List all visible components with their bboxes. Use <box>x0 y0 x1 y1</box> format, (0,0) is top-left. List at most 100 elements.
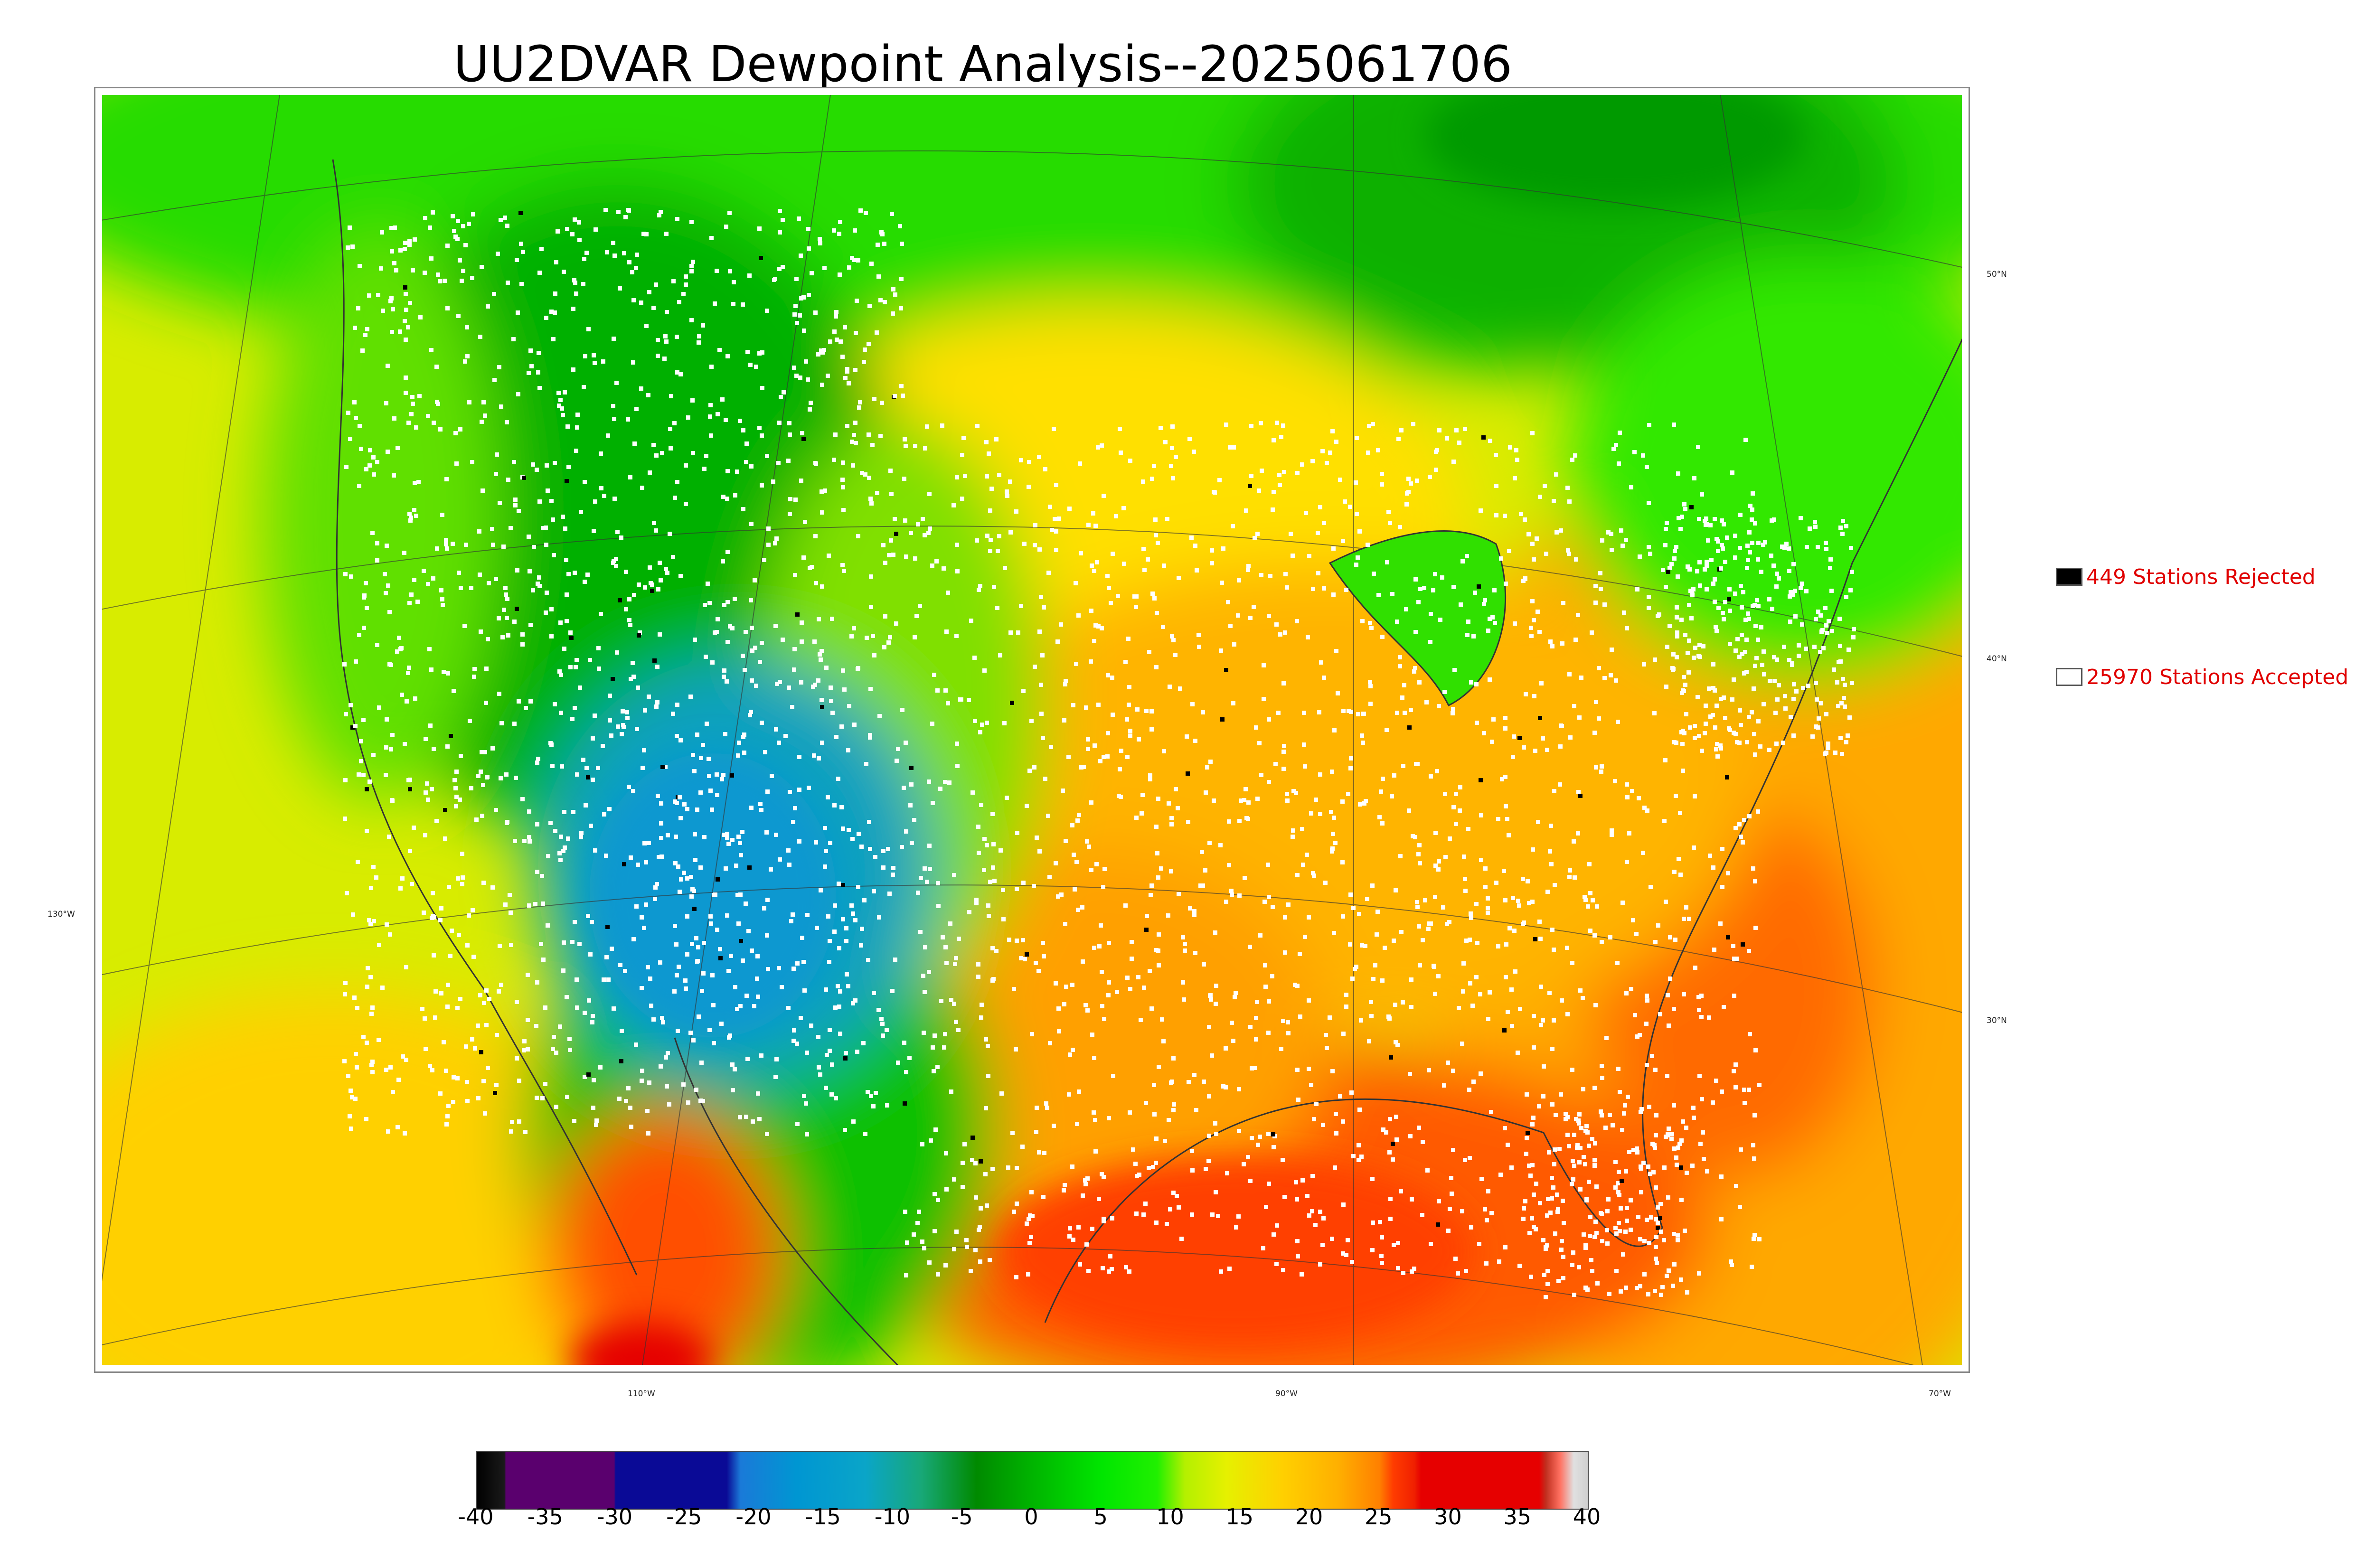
station-marker <box>978 584 982 588</box>
station-marker <box>1357 529 1362 534</box>
station-marker <box>495 452 499 457</box>
station-marker <box>1843 683 1847 687</box>
station-marker <box>756 995 760 999</box>
station-marker <box>551 517 555 522</box>
station-marker <box>1167 1118 1171 1122</box>
station-marker <box>1758 744 1762 749</box>
station-marker <box>1089 659 1093 664</box>
station-marker <box>856 885 860 889</box>
station-marker <box>1637 796 1641 800</box>
station-marker <box>881 543 886 547</box>
station-marker <box>1307 1067 1311 1071</box>
station-marker <box>1475 721 1479 725</box>
station-marker <box>852 626 856 630</box>
station-marker <box>1667 1268 1671 1273</box>
station-marker <box>1459 602 1463 607</box>
station-marker <box>902 786 906 790</box>
station-marker <box>1083 1182 1088 1186</box>
station-marker <box>444 1069 448 1073</box>
station-marker <box>970 1136 975 1140</box>
station-marker <box>733 493 737 498</box>
station-marker <box>1552 789 1556 793</box>
station-marker <box>553 291 557 296</box>
station-marker <box>1748 550 1752 554</box>
station-marker <box>631 298 636 302</box>
station-marker <box>881 849 886 853</box>
station-marker <box>549 310 554 314</box>
station-marker <box>1682 992 1686 996</box>
station-marker <box>1669 1136 1674 1141</box>
station-marker <box>1304 511 1308 515</box>
station-marker <box>660 451 664 455</box>
station-marker <box>872 991 876 995</box>
station-marker <box>1053 517 1057 521</box>
station-marker <box>864 762 868 766</box>
station-marker <box>1001 888 1005 892</box>
station-marker <box>1506 1010 1510 1014</box>
station-marker <box>712 893 716 897</box>
station-marker <box>1530 542 1535 546</box>
station-marker <box>476 1023 480 1028</box>
station-marker <box>1151 1165 1155 1169</box>
station-marker <box>517 1119 521 1124</box>
station-marker <box>570 940 575 944</box>
station-marker <box>721 559 725 563</box>
map-panel[interactable] <box>94 87 1970 1373</box>
station-marker <box>1707 1015 1711 1020</box>
station-marker <box>365 1041 369 1045</box>
station-marker <box>357 484 361 488</box>
station-marker <box>734 864 738 868</box>
station-marker <box>593 361 597 365</box>
station-marker <box>1029 719 1034 723</box>
station-marker <box>1610 648 1614 652</box>
station-marker <box>575 425 579 430</box>
station-marker <box>1499 556 1503 561</box>
station-marker <box>413 696 417 701</box>
station-marker <box>521 250 525 254</box>
station-marker <box>1206 1159 1211 1163</box>
station-marker <box>877 714 882 718</box>
station-marker <box>528 623 533 627</box>
station-marker <box>1062 1188 1066 1192</box>
station-marker <box>557 851 562 855</box>
station-marker <box>1510 1024 1514 1028</box>
station-marker <box>342 1059 347 1063</box>
station-marker <box>438 279 442 283</box>
station-marker <box>994 949 999 953</box>
station-marker <box>1246 568 1250 572</box>
station-marker <box>663 334 668 338</box>
dewpoint-map[interactable] <box>95 88 1969 1371</box>
station-marker <box>781 638 785 642</box>
station-marker <box>1610 828 1614 833</box>
station-marker <box>439 991 443 995</box>
station-marker <box>944 1151 948 1155</box>
station-marker <box>1503 898 1507 902</box>
station-marker <box>1272 1145 1276 1149</box>
station-marker <box>936 1272 940 1277</box>
station-marker <box>1071 1238 1075 1242</box>
station-marker <box>887 553 891 557</box>
station-marker <box>1592 1158 1597 1162</box>
station-marker <box>1272 1232 1276 1237</box>
station-marker <box>612 1006 616 1011</box>
station-marker <box>740 830 744 834</box>
station-marker <box>1733 1085 1738 1089</box>
station-marker <box>385 717 389 722</box>
station-marker <box>584 766 589 770</box>
station-marker <box>1282 1195 1287 1199</box>
station-marker <box>481 783 485 787</box>
station-marker <box>1021 689 1026 693</box>
station-marker <box>1762 702 1766 706</box>
station-marker <box>1014 509 1018 514</box>
station-marker <box>872 653 876 657</box>
station-marker <box>1665 521 1669 525</box>
station-marker <box>1733 826 1738 830</box>
station-marker <box>612 254 617 258</box>
station-marker <box>1814 617 1818 621</box>
station-marker <box>959 697 963 702</box>
station-marker <box>453 786 458 790</box>
station-marker <box>1521 877 1525 881</box>
station-marker <box>1832 667 1836 672</box>
station-marker <box>1523 1199 1527 1203</box>
station-marker <box>1738 546 1742 550</box>
